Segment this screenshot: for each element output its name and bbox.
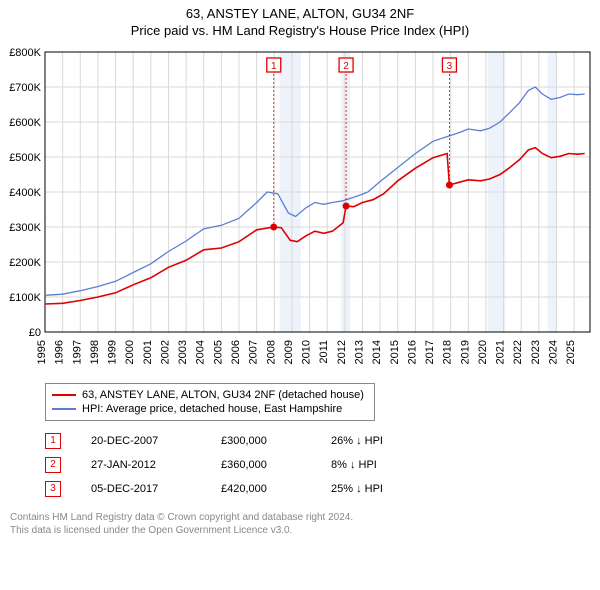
sale-price: £300,000 (221, 435, 301, 447)
sale-price: £420,000 (221, 483, 301, 495)
title-line1: 63, ANSTEY LANE, ALTON, GU34 2NF (0, 6, 600, 21)
legend-swatch-hpi (52, 408, 76, 410)
sale-diff: 8% ↓ HPI (331, 459, 431, 471)
svg-text:2007: 2007 (248, 340, 260, 364)
svg-text:2017: 2017 (424, 340, 436, 364)
sale-marker-icon: 2 (45, 457, 61, 473)
svg-text:2020: 2020 (477, 340, 489, 364)
price-chart-svg: £0 £100K £200K £300K £400K £500K £600K £700K £80… (0, 42, 600, 377)
svg-text:£400K: £400K (9, 187, 41, 199)
svg-text:2011: 2011 (318, 340, 330, 364)
svg-text:3: 3 (447, 61, 453, 72)
svg-text:2009: 2009 (283, 340, 295, 364)
sale-marker-icon: 3 (45, 481, 61, 497)
svg-text:2006: 2006 (230, 340, 242, 364)
legend-item: HPI: Average price, detached house, East… (52, 402, 364, 416)
svg-text:1995: 1995 (36, 340, 48, 364)
svg-text:2015: 2015 (389, 340, 401, 364)
svg-text:£300K: £300K (9, 222, 41, 234)
sales-table: 1 20-DEC-2007 £300,000 26% ↓ HPI 2 27-JA… (45, 429, 600, 501)
svg-text:1997: 1997 (71, 340, 83, 364)
sale-diff: 25% ↓ HPI (331, 483, 431, 495)
svg-text:2000: 2000 (124, 340, 136, 364)
svg-text:£100K: £100K (9, 292, 41, 304)
svg-text:£0: £0 (29, 327, 41, 339)
legend: 63, ANSTEY LANE, ALTON, GU34 2NF (detach… (45, 383, 375, 421)
svg-text:2008: 2008 (265, 340, 277, 364)
svg-text:2016: 2016 (406, 340, 418, 364)
svg-text:£200K: £200K (9, 257, 41, 269)
svg-text:2004: 2004 (195, 340, 207, 364)
svg-text:1998: 1998 (89, 340, 101, 364)
svg-text:2019: 2019 (459, 340, 471, 364)
footer-line1: Contains HM Land Registry data © Crown c… (10, 511, 600, 524)
svg-text:£800K: £800K (9, 47, 41, 59)
chart-title-block: 63, ANSTEY LANE, ALTON, GU34 2NF Price p… (0, 0, 600, 42)
svg-text:2014: 2014 (371, 340, 383, 364)
footer-attribution: Contains HM Land Registry data © Crown c… (10, 511, 600, 537)
sale-date: 20-DEC-2007 (91, 435, 191, 447)
svg-text:2025: 2025 (565, 340, 577, 364)
legend-swatch-property (52, 394, 76, 396)
svg-text:2021: 2021 (495, 340, 507, 364)
svg-text:£500K: £500K (9, 152, 41, 164)
svg-text:2012: 2012 (336, 340, 348, 364)
svg-text:1999: 1999 (107, 340, 119, 364)
svg-text:2022: 2022 (512, 340, 524, 364)
sale-row: 1 20-DEC-2007 £300,000 26% ↓ HPI (45, 429, 600, 453)
svg-text:2: 2 (343, 61, 349, 72)
svg-text:2018: 2018 (442, 340, 454, 364)
svg-text:2010: 2010 (301, 340, 313, 364)
sale-date: 27-JAN-2012 (91, 459, 191, 471)
legend-label: 63, ANSTEY LANE, ALTON, GU34 2NF (detach… (82, 389, 364, 401)
svg-text:2023: 2023 (530, 340, 542, 364)
svg-text:2002: 2002 (159, 340, 171, 364)
svg-text:2001: 2001 (142, 340, 154, 364)
svg-text:2024: 2024 (547, 340, 559, 364)
svg-text:2005: 2005 (212, 340, 224, 364)
legend-item: 63, ANSTEY LANE, ALTON, GU34 2NF (detach… (52, 388, 364, 402)
sale-marker-icon: 1 (45, 433, 61, 449)
svg-text:£700K: £700K (9, 82, 41, 94)
sale-diff: 26% ↓ HPI (331, 435, 431, 447)
footer-line2: This data is licensed under the Open Gov… (10, 524, 600, 537)
svg-text:1996: 1996 (54, 340, 66, 364)
sale-price: £360,000 (221, 459, 301, 471)
legend-label: HPI: Average price, detached house, East… (82, 403, 342, 415)
sale-row: 2 27-JAN-2012 £360,000 8% ↓ HPI (45, 453, 600, 477)
svg-text:£600K: £600K (9, 117, 41, 129)
svg-text:1: 1 (271, 61, 277, 72)
sale-row: 3 05-DEC-2017 £420,000 25% ↓ HPI (45, 477, 600, 501)
svg-text:2003: 2003 (177, 340, 189, 364)
chart-area: £0 £100K £200K £300K £400K £500K £600K £700K £80… (0, 42, 600, 377)
sale-date: 05-DEC-2017 (91, 483, 191, 495)
title-line2: Price paid vs. HM Land Registry's House … (0, 23, 600, 38)
svg-text:2013: 2013 (353, 340, 365, 364)
